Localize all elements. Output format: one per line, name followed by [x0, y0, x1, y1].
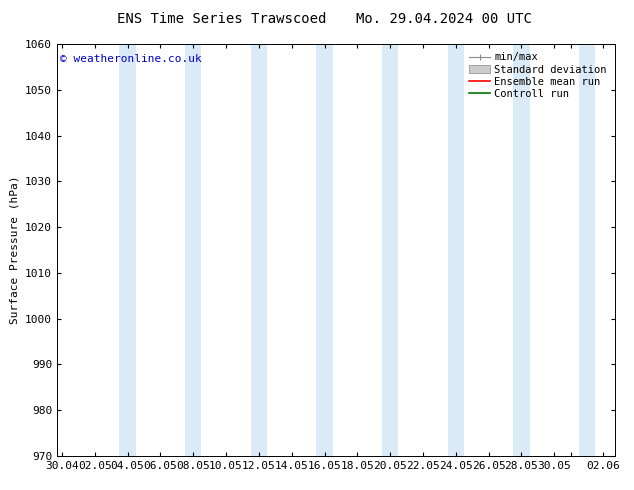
- Bar: [579, 44, 595, 456]
- Bar: [119, 44, 136, 456]
- Text: Mo. 29.04.2024 00 UTC: Mo. 29.04.2024 00 UTC: [356, 12, 532, 26]
- Bar: [514, 44, 529, 456]
- Text: ENS Time Series Trawscoed: ENS Time Series Trawscoed: [117, 12, 327, 26]
- Legend: min/max, Standard deviation, Ensemble mean run, Controll run: min/max, Standard deviation, Ensemble me…: [466, 49, 610, 102]
- Bar: [448, 44, 464, 456]
- Bar: [185, 44, 202, 456]
- Bar: [316, 44, 333, 456]
- Bar: [250, 44, 267, 456]
- Y-axis label: Surface Pressure (hPa): Surface Pressure (hPa): [10, 175, 20, 324]
- Bar: [382, 44, 398, 456]
- Text: © weatheronline.co.uk: © weatheronline.co.uk: [60, 54, 202, 64]
